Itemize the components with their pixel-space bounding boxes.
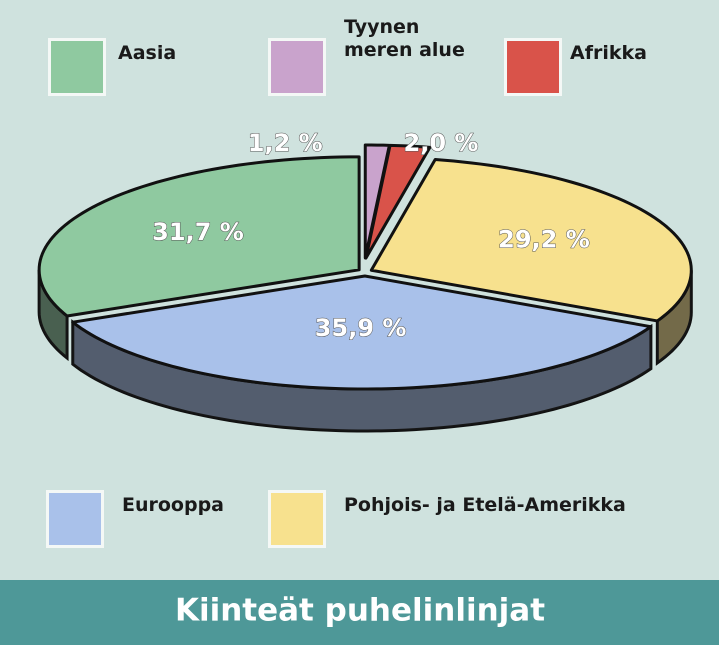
title-bar	[0, 580, 719, 645]
value-label: 2,0 %	[404, 129, 479, 157]
slice	[37, 155, 361, 318]
value-label: 29,2 %	[498, 226, 590, 254]
slice	[364, 143, 432, 260]
legend-label: Tyynen meren alue	[344, 16, 465, 61]
value-labels: 31,7 % 1,2 % 2,0 % 29,2 % 35,9 %	[152, 129, 591, 343]
chart-title: Kiinteät puhelinlinjat	[175, 593, 545, 629]
legend-swatch	[48, 38, 106, 96]
slice-side-shade	[39, 269, 68, 359]
slice-side-shade	[72, 322, 651, 431]
legend-swatch	[268, 38, 326, 96]
pie-sides	[37, 269, 693, 433]
slice	[71, 274, 653, 391]
value-label: 31,7 %	[152, 218, 244, 246]
legend-swatch	[504, 38, 562, 96]
value-label: 1,2 %	[248, 129, 323, 157]
legend-label: Aasia	[118, 42, 177, 64]
pie-tops	[37, 143, 693, 391]
legend-label: Pohjois- ja Etelä-Amerikka	[344, 494, 626, 516]
slice-side-shade	[657, 270, 692, 363]
legend-swatch	[46, 490, 104, 548]
slice	[369, 158, 693, 323]
legend-label: Eurooppa	[122, 494, 225, 516]
legend-swatch	[268, 490, 326, 548]
value-label: 35,9 %	[315, 314, 407, 342]
legend-label: Afrikka	[570, 42, 647, 64]
